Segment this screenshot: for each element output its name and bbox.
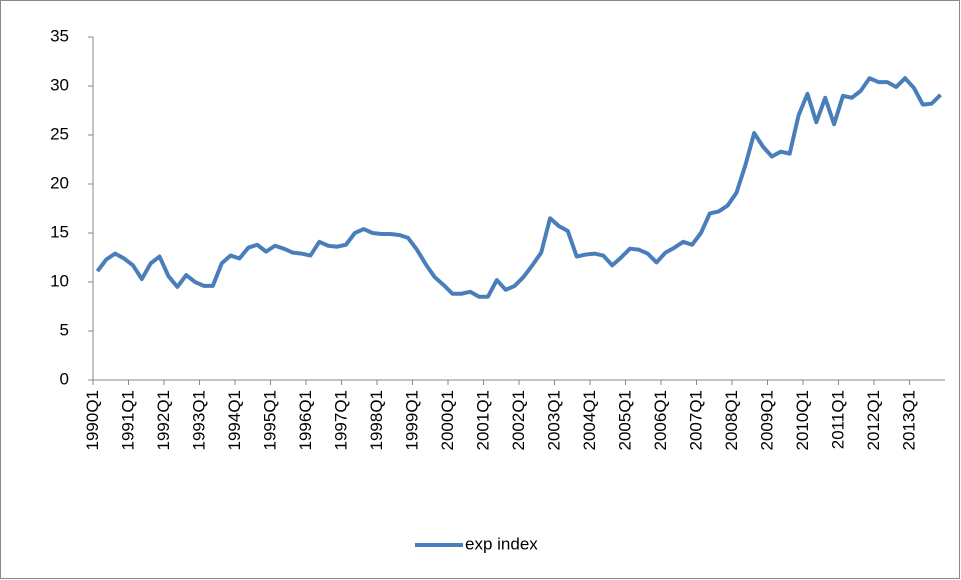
y-tick-label: 35 xyxy=(50,26,69,45)
x-tick-label: 1999Q1 xyxy=(402,390,421,451)
x-tick-label: 2000Q1 xyxy=(438,390,457,451)
x-tick-label: 2003Q1 xyxy=(544,390,563,451)
x-tick-label: 1997Q1 xyxy=(331,390,350,451)
x-tick-label: 2009Q1 xyxy=(757,390,776,451)
x-tick-label: 1993Q1 xyxy=(189,390,208,451)
x-tick-label: 2008Q1 xyxy=(722,390,741,451)
y-tick-label: 30 xyxy=(50,75,69,94)
x-tick-label: 2011Q1 xyxy=(828,390,847,449)
y-tick-label: 10 xyxy=(50,271,69,290)
x-tick-label: 2006Q1 xyxy=(651,390,670,451)
x-tick-label: 1995Q1 xyxy=(260,390,279,451)
legend-label: exp index xyxy=(465,534,538,553)
x-tick-label: 2002Q1 xyxy=(509,390,528,451)
x-tick-label: 2001Q1 xyxy=(473,390,492,451)
x-tick-label: 1996Q1 xyxy=(296,390,315,451)
y-tick-label: 20 xyxy=(50,173,69,192)
y-tick-label: 15 xyxy=(50,222,69,241)
x-tick-label: 2010Q1 xyxy=(793,390,812,451)
x-tick-label: 2007Q1 xyxy=(686,390,705,451)
x-tick-label: 1990Q1 xyxy=(83,390,102,451)
x-tick-label: 2005Q1 xyxy=(615,390,634,451)
x-tick-label: 2013Q1 xyxy=(899,390,918,451)
x-tick-label: 1998Q1 xyxy=(367,390,386,451)
y-tick-label: 5 xyxy=(60,320,69,339)
x-tick-label: 1992Q1 xyxy=(154,390,173,451)
x-tick-label: 1991Q1 xyxy=(118,390,137,451)
x-tick-label: 2012Q1 xyxy=(864,390,883,451)
y-tick-label: 25 xyxy=(50,124,69,143)
x-tick-label: 1994Q1 xyxy=(225,390,244,451)
data-line xyxy=(95,76,942,299)
x-tick-label: 2004Q1 xyxy=(580,390,599,451)
y-tick-label: 0 xyxy=(60,369,69,388)
